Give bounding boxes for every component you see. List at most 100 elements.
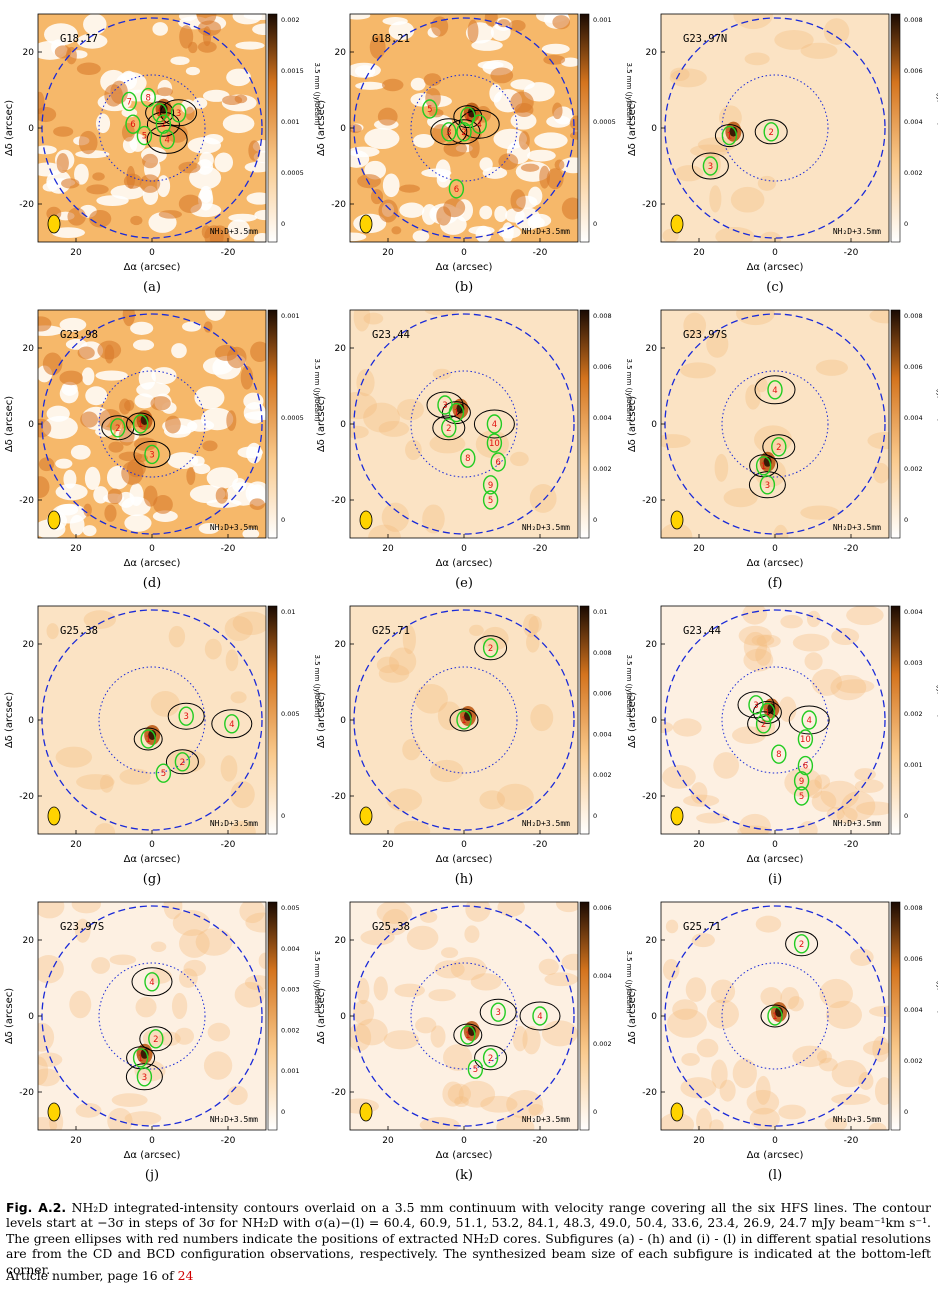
core-ellipse bbox=[144, 444, 160, 465]
figure-panel: 1 2 3 4 G23.97S NH₂D+3.5mm 20 20 0 0 -20 -20 Δα (arc… bbox=[0, 901, 321, 1197]
core-ellipse bbox=[144, 972, 160, 992]
core-ellipse bbox=[482, 1048, 499, 1068]
svg-text:0.005: 0.005 bbox=[281, 904, 300, 912]
field-name: G23.97N bbox=[683, 33, 727, 45]
core-number: 2 bbox=[153, 1035, 158, 1045]
core-ellipse bbox=[793, 934, 810, 954]
svg-text:0: 0 bbox=[28, 716, 34, 726]
subfigure-label: (a) bbox=[143, 280, 161, 295]
core-number: 4 bbox=[229, 720, 234, 730]
svg-text:-20: -20 bbox=[533, 248, 548, 258]
subfigure-label: (d) bbox=[142, 576, 162, 591]
subfigure-label: (j) bbox=[144, 1168, 160, 1183]
svg-text:0: 0 bbox=[651, 124, 657, 134]
svg-text:0.008: 0.008 bbox=[593, 649, 612, 657]
svg-text:0.008: 0.008 bbox=[904, 16, 923, 24]
svg-text:3.5 mm (Jy/beam): 3.5 mm (Jy/beam) bbox=[625, 950, 633, 1013]
panel-plot: 12 3 4 G23.97S NH₂D+3.5mm 20 20 0 0 -20 -20 Δα (arc… bbox=[627, 309, 938, 569]
continuum-map: 1 2 3 4 5 bbox=[38, 606, 266, 834]
svg-text:0: 0 bbox=[281, 1108, 285, 1116]
svg-text:0.001: 0.001 bbox=[281, 118, 300, 126]
core-number: 3 bbox=[176, 109, 181, 119]
core-ellipse bbox=[448, 179, 465, 199]
svg-text:0.008: 0.008 bbox=[904, 312, 923, 320]
overlay-label: NH₂D+3.5mm bbox=[833, 227, 881, 236]
svg-text:3.5 mm (Jy/beam): 3.5 mm (Jy/beam) bbox=[313, 654, 321, 717]
svg-text:3.5 mm (Jy/beam): 3.5 mm (Jy/beam) bbox=[313, 62, 321, 125]
svg-text:0.002: 0.002 bbox=[593, 771, 612, 779]
svg-text:0: 0 bbox=[651, 1012, 657, 1022]
core-ellipse bbox=[125, 114, 141, 134]
svg-text:20: 20 bbox=[693, 840, 705, 850]
svg-text:0: 0 bbox=[772, 544, 778, 554]
core-ellipse bbox=[132, 414, 149, 434]
svg-text:3.5 mm (Jy/beam): 3.5 mm (Jy/beam) bbox=[625, 358, 633, 421]
core-ellipse bbox=[759, 475, 776, 495]
field-name: G25.38 bbox=[60, 625, 98, 637]
figure-panel: 1 2 3 4 5 6 7 8 G18.17 NH₂D+3.5mm 20 20 0 0 -20 -20 Δα (… bbox=[0, 13, 321, 309]
core-ellipse bbox=[159, 129, 175, 150]
svg-text:0: 0 bbox=[904, 1108, 908, 1116]
overlay-label: NH₂D+3.5mm bbox=[522, 1115, 570, 1124]
core-number: 1 bbox=[145, 735, 150, 745]
continuum-map: 1 2 3 bbox=[38, 310, 266, 538]
core-number: 6 bbox=[130, 120, 135, 130]
core-number: 10 bbox=[800, 735, 811, 745]
core-number: 1 bbox=[465, 113, 470, 123]
svg-text:20: 20 bbox=[23, 344, 35, 354]
svg-text:0: 0 bbox=[593, 220, 597, 228]
core-number: 3 bbox=[442, 401, 447, 411]
figure-panel: 1 2 3 4 5 6 8 9 10 G23.44 NH₂D+3.5mm 20 20 0 0 -20 -20 Δα… bbox=[312, 309, 633, 605]
core-ellipse bbox=[456, 122, 472, 142]
svg-text:20: 20 bbox=[693, 1136, 705, 1146]
figure-panel: 1 2 3 G23.97N NH₂D+3.5mm 20 20 0 0 -20 -20 Δα (arcs… bbox=[623, 13, 938, 309]
field-name: G25.71 bbox=[683, 921, 721, 933]
core-ellipse bbox=[471, 114, 487, 134]
svg-text:0.008: 0.008 bbox=[904, 904, 923, 912]
footer-total-pages: 24 bbox=[177, 1268, 194, 1283]
svg-text:-20: -20 bbox=[221, 544, 236, 554]
svg-text:0: 0 bbox=[28, 1012, 34, 1022]
svg-text:-20: -20 bbox=[844, 1136, 859, 1146]
svg-text:0.002: 0.002 bbox=[904, 169, 923, 177]
svg-text:0.002: 0.002 bbox=[593, 465, 612, 473]
svg-text:3.5 mm (Jy/beam): 3.5 mm (Jy/beam) bbox=[936, 950, 938, 1013]
svg-text:-20: -20 bbox=[533, 840, 548, 850]
svg-text:0.002: 0.002 bbox=[593, 1040, 612, 1048]
svg-text:0: 0 bbox=[340, 420, 346, 430]
svg-text:0: 0 bbox=[772, 840, 778, 850]
core-number: 2 bbox=[799, 940, 804, 950]
svg-text:20: 20 bbox=[646, 48, 658, 58]
svg-text:0: 0 bbox=[461, 248, 467, 258]
svg-text:0: 0 bbox=[340, 124, 346, 134]
core-number: 4 bbox=[164, 135, 169, 145]
svg-text:3.5 mm (Jy/beam): 3.5 mm (Jy/beam) bbox=[313, 950, 321, 1013]
svg-text:0.006: 0.006 bbox=[593, 690, 612, 698]
svg-text:0: 0 bbox=[340, 716, 346, 726]
svg-text:0: 0 bbox=[593, 516, 597, 524]
svg-text:Δδ (arcsec): Δδ (arcsec) bbox=[627, 396, 638, 452]
panel-plot: 1 2 3 G23.98 NH₂D+3.5mm 20 20 0 0 -20 -20 Δα (arcse… bbox=[4, 309, 321, 569]
field-name: G18.21 bbox=[372, 33, 410, 45]
continuum-map: 12 3 4 bbox=[38, 902, 266, 1130]
svg-text:3.5 mm (Jy/beam): 3.5 mm (Jy/beam) bbox=[936, 358, 938, 421]
core-ellipse bbox=[767, 1006, 783, 1026]
svg-text:-20: -20 bbox=[331, 496, 346, 506]
svg-text:0: 0 bbox=[149, 1136, 155, 1146]
field-name: G23.97S bbox=[683, 329, 727, 341]
overlay-label: NH₂D+3.5mm bbox=[210, 523, 258, 532]
svg-text:3.5 mm (Jy/beam): 3.5 mm (Jy/beam) bbox=[313, 358, 321, 421]
svg-text:20: 20 bbox=[646, 936, 658, 946]
core-ellipse bbox=[467, 1059, 484, 1079]
figure-panel: 1 2 3 G23.98 NH₂D+3.5mm 20 20 0 0 -20 -20 Δα (arcse… bbox=[0, 309, 321, 605]
svg-text:0.002: 0.002 bbox=[904, 465, 923, 473]
svg-text:0.002: 0.002 bbox=[281, 1026, 300, 1034]
core-ellipse bbox=[170, 103, 187, 123]
subfigure-label: (c) bbox=[766, 280, 784, 295]
core-number: 1 bbox=[138, 1054, 143, 1064]
field-name: G18.17 bbox=[60, 33, 98, 45]
core-number: 2 bbox=[446, 424, 451, 434]
core-ellipse bbox=[763, 122, 779, 142]
core-number: 6 bbox=[803, 762, 808, 772]
